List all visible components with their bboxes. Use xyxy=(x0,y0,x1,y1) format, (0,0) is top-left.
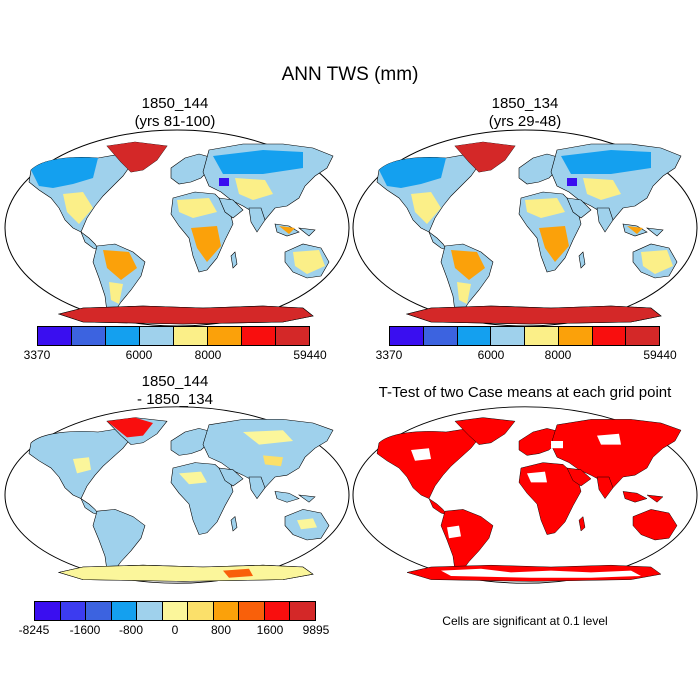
map-panel-3 xyxy=(4,406,350,584)
map-panel-3-features xyxy=(57,417,317,582)
colorbar-3-label-b: -800 xyxy=(118,623,144,637)
colorbar-panel-1 xyxy=(37,326,310,346)
colorbar-2-swatch-7 xyxy=(592,327,627,345)
colorbar-1-swatch-5 xyxy=(174,327,208,345)
colorbar-1-swatch-4 xyxy=(140,327,174,345)
colorbar-1-swatch-6 xyxy=(208,327,242,345)
colorbar-3-swatch-5 xyxy=(137,602,163,620)
panel3-title-line2: - 1850_134 xyxy=(137,391,213,408)
colorbar-1-swatch-1 xyxy=(38,327,72,345)
colorbar-1-label-a: 6000 xyxy=(125,348,153,362)
colorbar-panel-3 xyxy=(34,601,316,621)
colorbar-3-swatch-1 xyxy=(35,602,61,620)
panel3-title: 1850_144 - 1850_134 xyxy=(75,373,275,409)
colorbar-3-label-a: -1600 xyxy=(69,623,101,637)
colorbar-2-label-a: 6000 xyxy=(477,348,505,362)
colorbar-2-swatch-5 xyxy=(525,327,559,345)
panel1-title: 1850_144 (yrs 81-100) xyxy=(75,95,275,131)
colorbar-3-swatch-3 xyxy=(86,602,112,620)
colorbar-3-swatch-2 xyxy=(60,602,87,620)
colorbar-1-swatch-7 xyxy=(242,327,276,345)
colorbar-2-swatch-3 xyxy=(457,327,492,345)
colorbar-1-swatch-3 xyxy=(106,327,140,345)
colorbar-3-swatch-7 xyxy=(188,602,214,620)
panel2-title: 1850_134 (yrs 29-48) xyxy=(425,95,625,131)
map-panel-2 xyxy=(352,129,698,327)
colorbar-3-swatch-8 xyxy=(213,602,240,620)
panel2-title-line1: 1850_134 xyxy=(491,95,559,112)
panel3-title-line1: 1850_144 xyxy=(141,373,209,390)
colorbar-3-label-c: 0 xyxy=(171,623,179,637)
panel1-title-line1: 1850_144 xyxy=(141,95,209,112)
colorbar-3-swatch-10 xyxy=(264,602,291,620)
panel4-title: T-Test of two Case means at each grid po… xyxy=(350,384,700,402)
colorbar-1-swatch-8 xyxy=(276,327,309,345)
colorbar-2-swatch-2 xyxy=(423,327,458,345)
colorbar-3-swatch-6 xyxy=(162,602,189,620)
colorbar-3-swatch-11 xyxy=(290,602,316,620)
colorbar-panel-2 xyxy=(389,326,660,346)
panel2-title-line2: (yrs 29-48) xyxy=(488,113,562,130)
map-panel-4 xyxy=(352,406,698,584)
colorbar-3-swatch-4 xyxy=(111,602,138,620)
colorbar-2-swatch-1 xyxy=(390,327,424,345)
panel4-title-line1: T-Test of two Case means at each grid po… xyxy=(378,384,672,401)
map-panel-4-gaps xyxy=(411,433,641,578)
colorbar-1-label-min: 3370 xyxy=(23,348,51,362)
colorbar-2-label-b: 8000 xyxy=(544,348,572,362)
colorbar-3-label-min: -8245 xyxy=(18,623,50,637)
main-title: ANN TWS (mm) xyxy=(281,64,419,85)
colorbar-2-swatch-6 xyxy=(558,327,593,345)
panel1-title-line2: (yrs 81-100) xyxy=(134,113,216,130)
colorbar-2-swatch-8 xyxy=(626,327,659,345)
map-panel-2-features xyxy=(379,142,673,325)
colorbar-1-label-b: 8000 xyxy=(194,348,222,362)
map-panel-1-features xyxy=(31,142,325,325)
colorbar-3-label-max: 9895 xyxy=(302,623,330,637)
colorbar-3-label-e: 1600 xyxy=(256,623,284,637)
colorbar-2-label-max: 59440 xyxy=(643,348,677,362)
colorbar-1-swatch-2 xyxy=(72,327,106,345)
colorbar-2-label-min: 3370 xyxy=(375,348,403,362)
significance-note: Cells are significant at 0.1 level xyxy=(442,614,608,628)
colorbar-1-label-max: 59440 xyxy=(293,348,327,362)
colorbar-2-swatch-4 xyxy=(491,327,525,345)
colorbar-3-swatch-9 xyxy=(239,602,265,620)
colorbar-3-label-d: 800 xyxy=(210,623,232,637)
map-panel-1 xyxy=(4,129,350,327)
